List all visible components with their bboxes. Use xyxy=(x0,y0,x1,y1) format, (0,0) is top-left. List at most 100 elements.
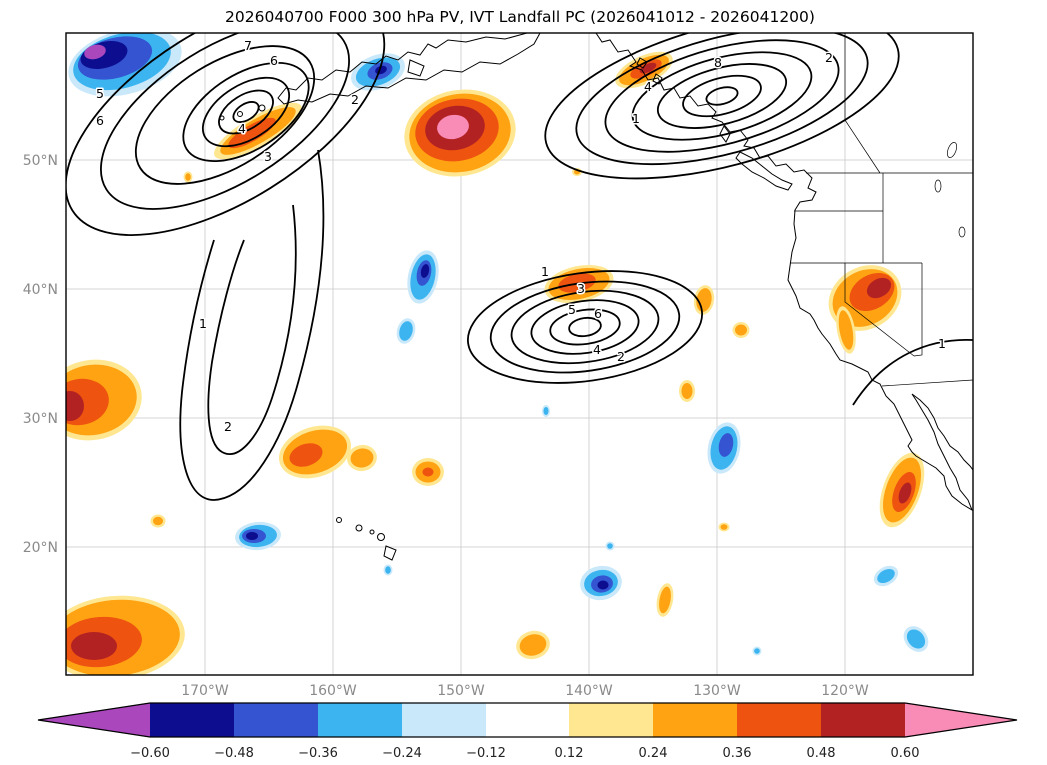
colorbar: −0.60 −0.48 −0.36 −0.24 −0.12 0.12 0.24 … xyxy=(37,702,1018,761)
colorbar-segment xyxy=(150,703,234,737)
colorbar-tick: −0.36 xyxy=(298,746,338,761)
trough-contour-outer xyxy=(179,149,325,501)
hawaiian-islands xyxy=(336,517,397,561)
lat-tick: 30°N xyxy=(23,411,58,427)
colorbar-tick: 0.48 xyxy=(807,746,836,761)
colorbar-segment xyxy=(402,703,486,737)
colorbar-left-arrow xyxy=(38,703,150,737)
colorbar-segment xyxy=(653,703,737,737)
anomaly-patch-positive xyxy=(679,380,695,402)
contour-label: 1 xyxy=(199,316,207,331)
contour-label: 3 xyxy=(264,149,272,164)
anomaly-patch-positive xyxy=(412,458,444,486)
colorbar-tick: 0.12 xyxy=(555,746,584,761)
alaska-coastline xyxy=(277,33,541,105)
anomaly-patch-negative xyxy=(903,626,929,652)
contour-label: 2 xyxy=(825,50,833,65)
lat-tick: 50°N xyxy=(23,153,58,169)
anomaly-patch-positive xyxy=(718,522,730,532)
colorbar-right-arrow xyxy=(905,703,1017,737)
page-title: 2026040700 F000 300 hPa PV, IVT Landfall… xyxy=(225,8,815,26)
aleutian-island xyxy=(258,104,266,112)
contour-label: 1 xyxy=(938,336,946,351)
lon-tick: 120°W xyxy=(821,683,869,699)
anomaly-patches xyxy=(66,33,929,675)
anomaly-patch-negative xyxy=(235,521,281,551)
colorbar-segment xyxy=(821,703,905,737)
kodiak-island xyxy=(407,59,425,77)
contour-label: 1 xyxy=(632,111,640,126)
colorbar-tick: −0.60 xyxy=(130,746,170,761)
lon-tick: 130°W xyxy=(693,683,741,699)
colorbar-tick: 0.36 xyxy=(723,746,752,761)
anomaly-patch-positive xyxy=(278,425,352,479)
contour-label: 6 xyxy=(594,306,602,321)
colorbar-tick-labels: −0.60 −0.48 −0.36 −0.24 −0.12 0.12 0.24 … xyxy=(130,746,919,761)
trough-contour-inner xyxy=(207,204,297,455)
colorbar-outline xyxy=(37,702,1018,738)
lake-outline xyxy=(947,142,957,158)
anomaly-patch-positive xyxy=(150,514,166,528)
contour-system-california-arc xyxy=(852,338,973,406)
colorbar-segment xyxy=(737,703,821,737)
contour-label: 6 xyxy=(270,53,278,68)
anomaly-patch-positive xyxy=(347,444,377,472)
anomaly-patch-positive xyxy=(66,595,185,675)
colorbar-tick: 0.24 xyxy=(639,746,668,761)
anomaly-patch-positive xyxy=(656,583,674,617)
contour-label: 6 xyxy=(96,113,104,128)
contour-labels: 7 6 5 6 4 3 2 1 2 8 4 1 2 1 3 5 6 4 2 1 xyxy=(95,37,948,436)
se-alaska-island xyxy=(636,57,648,69)
lake-outline xyxy=(934,179,942,193)
lake-outline xyxy=(958,226,966,238)
anomaly-patch-negative xyxy=(407,250,439,304)
state-borders xyxy=(790,33,973,387)
plot-frame xyxy=(65,32,974,676)
contour-label: 7 xyxy=(244,38,252,53)
map-content: 7 6 5 6 4 3 2 1 2 8 4 1 2 1 3 5 6 4 2 1 xyxy=(66,33,973,675)
colorbar-segment xyxy=(234,703,318,737)
anomaly-patch-positive xyxy=(828,265,902,354)
contour-system-central-low xyxy=(467,270,703,384)
contour-label: 2 xyxy=(617,349,625,364)
anomaly-patch-negative xyxy=(873,565,899,587)
contour-label: 8 xyxy=(714,55,722,70)
lon-tick: 150°W xyxy=(437,683,485,699)
colorbar-segment xyxy=(486,703,569,737)
lat-tick: 20°N xyxy=(23,540,58,556)
anomaly-patch-negative xyxy=(707,422,741,474)
colorbar-tick: −0.24 xyxy=(382,746,422,761)
anomaly-patch-negative xyxy=(580,565,622,601)
contour-system-northeast-ridge xyxy=(544,33,900,180)
lon-tick: 170°W xyxy=(181,683,229,699)
anomaly-patch-positive xyxy=(693,285,715,315)
anomaly-patch-negative xyxy=(68,33,182,97)
anomaly-patch-negative xyxy=(383,564,393,576)
anomaly-patch-negative xyxy=(542,405,550,417)
x-axis-ticks: 170°W 160°W 150°W 140°W 130°W 120°W xyxy=(181,683,869,699)
anomaly-patch-negative xyxy=(396,318,416,344)
haida-gwaii-island xyxy=(719,125,731,143)
west-coast-coastline xyxy=(595,33,973,512)
y-axis-ticks: 50°N 40°N 30°N 20°N xyxy=(23,153,58,556)
lon-tick: 160°W xyxy=(309,683,357,699)
contour-label: 4 xyxy=(238,121,246,136)
contour-label: 2 xyxy=(351,92,359,107)
lat-tick: 40°N xyxy=(23,282,58,298)
anomaly-patch-positive xyxy=(732,322,750,338)
anomaly-patch-positive xyxy=(516,630,550,660)
anomaly-patch-positive xyxy=(879,452,925,528)
colorbar-tick: −0.48 xyxy=(214,746,254,761)
anomaly-patch-negative xyxy=(605,541,615,551)
anomaly-patch-negative xyxy=(752,646,762,656)
anomaly-patch-positive xyxy=(404,89,516,177)
contour-label: 4 xyxy=(644,79,652,94)
lon-tick: 140°W xyxy=(565,683,613,699)
anomaly-patch-positive xyxy=(66,359,142,441)
colorbar-segment xyxy=(569,703,653,737)
contour-label: 5 xyxy=(568,302,576,317)
anomaly-patch-positive xyxy=(183,171,193,183)
aleutian-island xyxy=(237,111,243,117)
